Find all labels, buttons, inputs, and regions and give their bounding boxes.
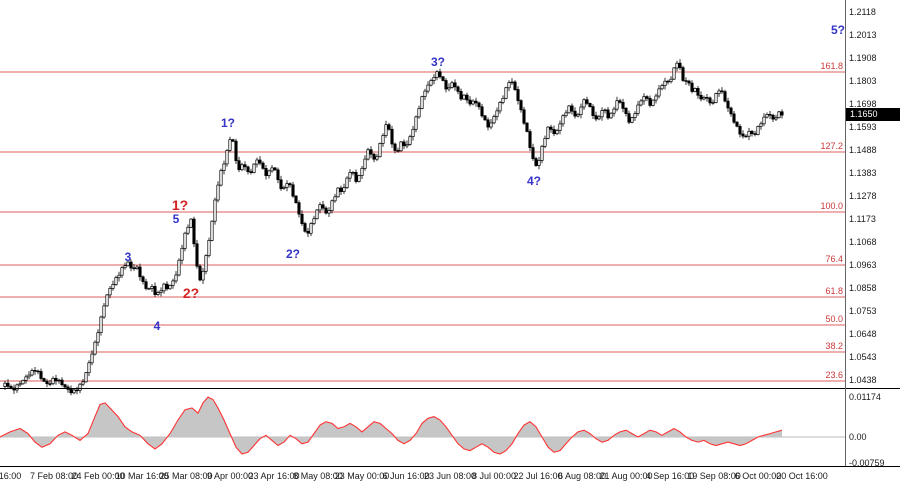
wave-label[interactable]: 1?	[171, 197, 189, 213]
time-axis-tick: 9 Apr 00:00	[206, 471, 254, 481]
price-axis-tick: 1.2118	[849, 7, 876, 17]
current-price-value: 1.1650	[850, 109, 878, 119]
price-axis-tick: 1.0438	[849, 375, 877, 385]
current-price-badge: 1.1650	[846, 108, 900, 121]
indicator-axis-tick: 0.00	[849, 432, 867, 442]
price-axis-tick: 1.0963	[849, 260, 877, 270]
time-axis-tick: 24 Feb 00:00	[71, 471, 125, 481]
time-axis-tick: 23 Apr 16:00	[248, 471, 300, 481]
wave-label[interactable]: 5?	[830, 23, 846, 37]
wave-label[interactable]: 4?	[526, 174, 542, 188]
time-axis-tick: 23 Jun 08:00	[423, 471, 477, 481]
time-axis-tick: 22 Jul 16:00	[513, 471, 563, 481]
time-axis-tick: 4 Sep 16:00	[645, 471, 695, 481]
time-axis-tick: 10 Mar 16:00	[115, 471, 169, 481]
fib-level-label: 61.8	[825, 285, 843, 296]
price-axis-tick: 1.1698	[849, 99, 877, 109]
price-axis-tick: 1.0648	[849, 329, 877, 339]
fib-level-label: 100.0	[820, 200, 843, 211]
price-axis-tick: 1.2013	[849, 30, 877, 40]
time-axis-tick: 6 Oct 00:00	[734, 471, 782, 481]
price-axis-tick: 1.0858	[849, 283, 877, 293]
time-axis-tick: 8 Jul 00:00	[471, 471, 517, 481]
time-axis-tick: 6 Aug 08:00	[557, 471, 607, 481]
wave-label[interactable]: 5	[172, 212, 180, 226]
fib-level-label: 161.8	[820, 61, 843, 72]
time-axis-tick: 6 Jun 16:00	[382, 471, 430, 481]
price-axis-tick: 1.0753	[849, 306, 877, 316]
price-axis-tick: 1.1068	[849, 237, 877, 247]
price-axis-tick: 1.0543	[849, 352, 877, 362]
time-axis-tick: 16:00	[0, 471, 22, 481]
price-axis-tick: 1.1803	[849, 76, 877, 86]
price-axis-tick: 1.1593	[849, 122, 877, 132]
wave-label[interactable]: 1?	[220, 116, 236, 130]
fib-level-label: 23.6	[825, 369, 843, 380]
fib-level-label: 50.0	[825, 314, 843, 325]
price-axis-tick: 1.1278	[849, 191, 877, 201]
wave-label[interactable]: 3?	[430, 55, 446, 69]
price-axis-tick: 1.1908	[849, 53, 877, 63]
time-axis-tick: 8 May 08:00	[293, 471, 343, 481]
indicator-axis-tick: 0.01174	[849, 392, 881, 402]
time-axis-tick: 21 Aug 00:00	[599, 471, 653, 481]
wave-label[interactable]: 4	[153, 319, 161, 333]
time-axis-tick: 19 Sep 08:00	[687, 471, 741, 481]
time-axis-tick: 20 Oct 16:00	[776, 471, 828, 481]
fibonacci-lines[interactable]	[0, 71, 845, 382]
indicator-axis-tick: -0.00759	[849, 457, 885, 468]
fib-level-label: 127.2	[820, 140, 843, 151]
price-axis-tick: 1.1488	[849, 145, 877, 155]
wave-label[interactable]: 2?	[182, 285, 200, 301]
time-axis-tick: 23 May 00:00	[334, 471, 390, 481]
wave-label[interactable]: 3	[124, 250, 132, 264]
fib-level-label: 76.4	[825, 254, 843, 264]
time-axis-tick: 25 Mar 08:00	[159, 471, 213, 481]
price-axis-tick: 1.1173	[849, 214, 876, 224]
wave-label[interactable]: 2?	[285, 247, 301, 261]
candlestick-series	[3, 59, 784, 396]
oscillator-indicator	[0, 396, 845, 455]
time-axis-tick: 7 Feb 08:00	[29, 471, 79, 481]
price-axis-tick: 1.1383	[849, 168, 877, 178]
fib-level-label: 38.2	[825, 340, 843, 351]
